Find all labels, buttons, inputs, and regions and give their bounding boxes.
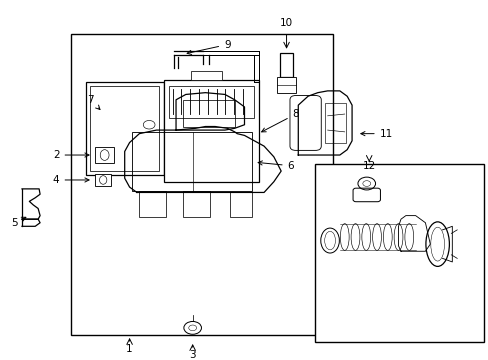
Bar (85, 82, 163, 175)
Text: 12: 12 (362, 161, 375, 171)
Bar (190, 71, 222, 80)
Bar (132, 132, 251, 191)
Bar (277, 77, 295, 93)
Bar (139, 191, 166, 217)
Text: 8: 8 (261, 109, 299, 132)
Text: 6: 6 (258, 161, 294, 171)
Bar (315, 164, 483, 342)
Bar (325, 103, 345, 143)
Text: 7: 7 (87, 95, 100, 109)
Text: 4: 4 (53, 175, 89, 185)
Text: 11: 11 (360, 129, 392, 139)
Bar (183, 100, 234, 126)
Text: 10: 10 (280, 18, 292, 28)
Text: 2: 2 (53, 150, 89, 160)
Bar (71, 34, 332, 335)
Text: 9: 9 (187, 40, 230, 54)
Bar (95, 174, 111, 186)
Circle shape (183, 321, 201, 334)
Text: 3: 3 (189, 350, 196, 360)
Text: 1: 1 (126, 344, 133, 354)
Text: 5: 5 (11, 217, 26, 228)
Bar (90, 86, 159, 171)
Bar (95, 147, 114, 163)
Bar (163, 80, 259, 182)
Bar (168, 86, 254, 118)
Bar (183, 191, 210, 217)
Bar (229, 193, 251, 217)
Bar (280, 53, 292, 77)
